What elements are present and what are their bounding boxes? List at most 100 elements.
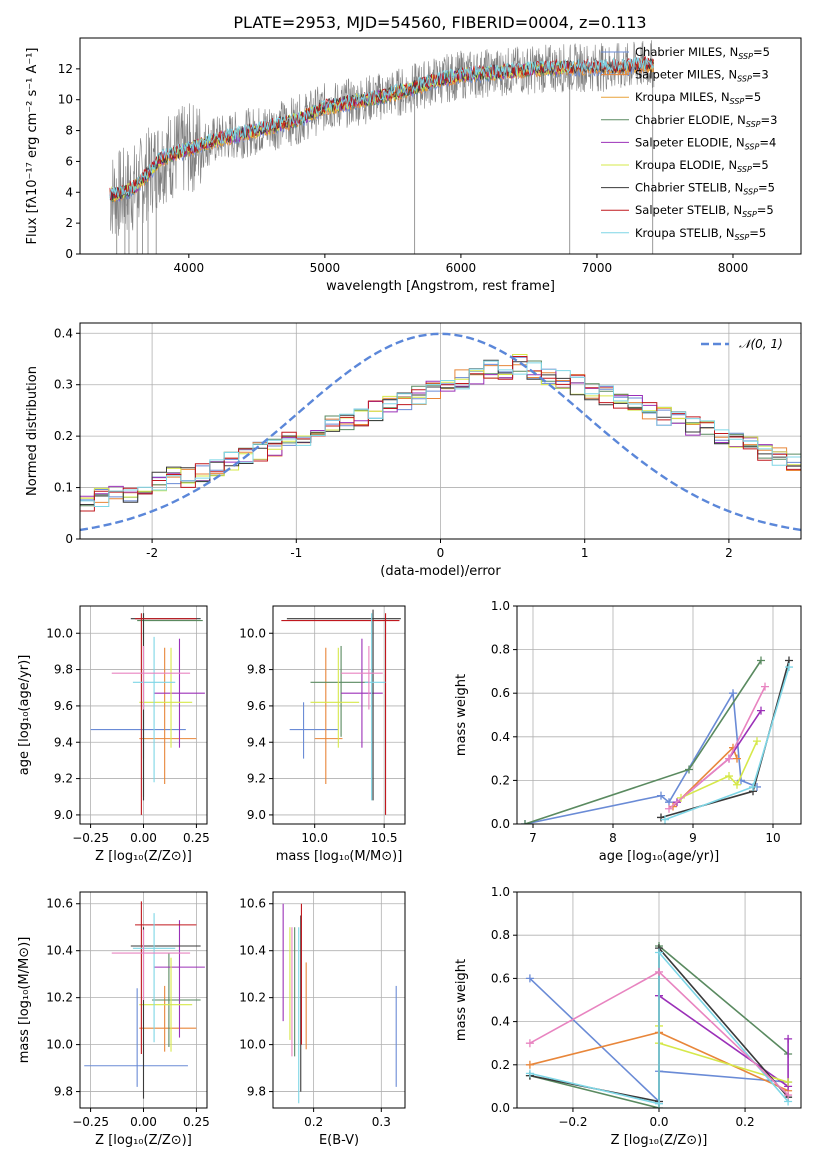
plot-area	[109, 40, 655, 254]
y-tick-label: 0.6	[491, 971, 510, 985]
y-tick-label: 0	[65, 532, 73, 546]
legend-label: Kroupa MILES, NSSP=5	[635, 90, 761, 106]
data-point	[784, 1078, 793, 1087]
panel-mass-vs-Z: −0.25 0.00 0.25 9.8 10.0 10.2 10.4 10.6 Z [log₁₀…	[17, 891, 210, 1148]
model-salpeter-elodie	[109, 61, 570, 201]
y-axis-label: age [log₁₀(age/yr)]	[17, 655, 32, 776]
x-tick-label: 0.2	[736, 1115, 755, 1129]
y-tick-label: 10.6	[239, 897, 266, 911]
x-axis-label: Z [log₁₀(Z/Z⊙)]	[95, 849, 192, 864]
x-tick-label: -1	[290, 546, 302, 560]
y-tick-label: 8	[65, 124, 73, 138]
plot-area	[281, 609, 401, 815]
plot-area	[525, 942, 793, 1108]
axes-frame	[272, 891, 406, 1109]
y-tick-label: 9.2	[54, 772, 73, 786]
series-line	[660, 660, 790, 819]
y-tick-label: 10.6	[46, 897, 73, 911]
y-tick-label: 10	[58, 93, 73, 107]
y-tick-label: 10.2	[46, 991, 73, 1005]
y-tick-label: 9.4	[247, 735, 266, 749]
y-tick-label: 9.8	[247, 663, 266, 677]
y-tick-label: 0.4	[54, 326, 73, 340]
y-tick-label: 0.4	[491, 730, 510, 744]
y-axis-label: mass weight	[454, 674, 469, 756]
panel-mass-vs-ebv: 0.2 0.3 9.8 10.0 10.2 10.4 10.6 E(B-V)	[239, 891, 406, 1148]
x-tick-label: 5000	[310, 261, 341, 275]
y-tick-label: 6	[65, 154, 73, 168]
y-tick-label: 10.0	[46, 626, 73, 640]
y-tick-label: 0.0	[491, 1101, 510, 1115]
y-tick-label: 0.1	[54, 481, 73, 495]
data-point	[525, 1069, 534, 1078]
histogram-kroupa-stelib	[80, 360, 801, 507]
data-point	[665, 804, 673, 813]
legend-label: Salpeter MILES, NSSP=3	[635, 68, 769, 84]
series-line	[668, 686, 766, 810]
panel-weight-vs-Z: −0.2 0.0 0.2 0.0 0.2 0.4 0.6 0.8 1.0 Z [log₁₀(Z/Z…	[454, 885, 802, 1148]
series-line	[529, 950, 789, 1105]
legend-label: Chabrier ELODIE, NSSP=3	[635, 113, 777, 129]
x-tick-label: 0	[437, 546, 445, 560]
x-tick-label: -2	[146, 546, 158, 560]
y-tick-label: 10.4	[239, 944, 266, 958]
x-tick-label: 0.00	[130, 1115, 157, 1129]
y-tick-label: 10.0	[239, 626, 266, 640]
axes-frame	[516, 891, 802, 1109]
y-tick-label: 0.2	[491, 1058, 510, 1072]
x-tick-label: 2	[725, 546, 733, 560]
x-tick-label: 10.0	[301, 831, 328, 845]
data-point	[757, 706, 765, 715]
data-point	[685, 765, 693, 774]
legend-label: 𝒩(0, 1)	[739, 337, 783, 351]
data-point	[733, 780, 741, 789]
y-tick-label: 12	[58, 62, 73, 76]
y-tick-label: 10.4	[46, 944, 73, 958]
x-tick-label: −0.25	[72, 831, 109, 845]
y-tick-label: 9.0	[247, 808, 266, 822]
model-salpeter-miles	[109, 60, 654, 204]
x-tick-label: 6000	[446, 261, 477, 275]
x-tick-label: −0.2	[558, 1115, 587, 1129]
data-point	[657, 791, 665, 800]
y-tick-label: 9.8	[247, 1085, 266, 1099]
y-tick-label: 0	[65, 247, 73, 261]
x-tick-label: 0.25	[183, 831, 210, 845]
plot-area	[521, 656, 793, 824]
plot-area	[84, 901, 205, 1099]
legend: Chabrier MILES, NSSP=5 Salpeter MILES, NS…	[601, 45, 777, 242]
plot-area	[282, 903, 397, 1104]
model-chabrier-miles	[109, 58, 654, 203]
panel-weight-vs-age: 7 8 9 10 0.0 0.2 0.4 0.6 0.8 1.0 age [log₁₀(age/yr…	[454, 599, 802, 864]
x-axis-label: age [log₁₀(age/yr)]	[599, 849, 720, 864]
data-point	[725, 754, 733, 763]
axes-frame	[516, 605, 802, 825]
y-tick-label: 1.0	[491, 885, 510, 899]
x-tick-label: 0.0	[649, 1115, 668, 1129]
x-tick-label: 7	[529, 831, 537, 845]
y-tick-label: 9.6	[54, 699, 73, 713]
legend-label: Salpeter STELIB, NSSP=5	[635, 203, 774, 219]
legend-label: Chabrier MILES, NSSP=5	[635, 45, 770, 61]
data-point	[785, 663, 793, 672]
y-tick-label: 0.8	[491, 928, 510, 942]
y-tick-label: 9.2	[247, 772, 266, 786]
x-axis-label: (data-model)/error	[380, 564, 501, 579]
data-point	[725, 772, 733, 781]
x-tick-label: 0.25	[183, 1115, 210, 1129]
panel-spectrum: 4000 5000 6000 7000 8000 0 2 4 6 8 10 12 wavelength …	[25, 37, 802, 294]
model-kroupa-miles	[109, 58, 654, 202]
y-tick-label: 0.0	[491, 817, 510, 831]
x-tick-label: 8	[609, 831, 617, 845]
panel-residuals: -2 -1 0 1 2 0 0.1 0.2 0.3 0.4 (data-model)/error No…	[25, 322, 802, 579]
data-point	[521, 820, 529, 824]
legend-label: Kroupa STELIB, NSSP=5	[635, 226, 766, 242]
model-salpeter-stelib	[109, 56, 654, 201]
data-point	[757, 656, 765, 665]
data-point	[525, 1060, 534, 1069]
x-axis-label: mass [log₁₀(M/M⊙)]	[276, 849, 403, 864]
y-axis-label: mass [log₁₀(M/M⊙)]	[17, 937, 32, 1064]
y-tick-label: 0.4	[491, 1015, 510, 1029]
y-tick-label: 9.0	[54, 808, 73, 822]
panel-age-vs-Z: −0.25 0.00 0.25 9.0 9.2 9.4 9.6 9.8 10.0 Z [log₁₀…	[17, 605, 210, 864]
